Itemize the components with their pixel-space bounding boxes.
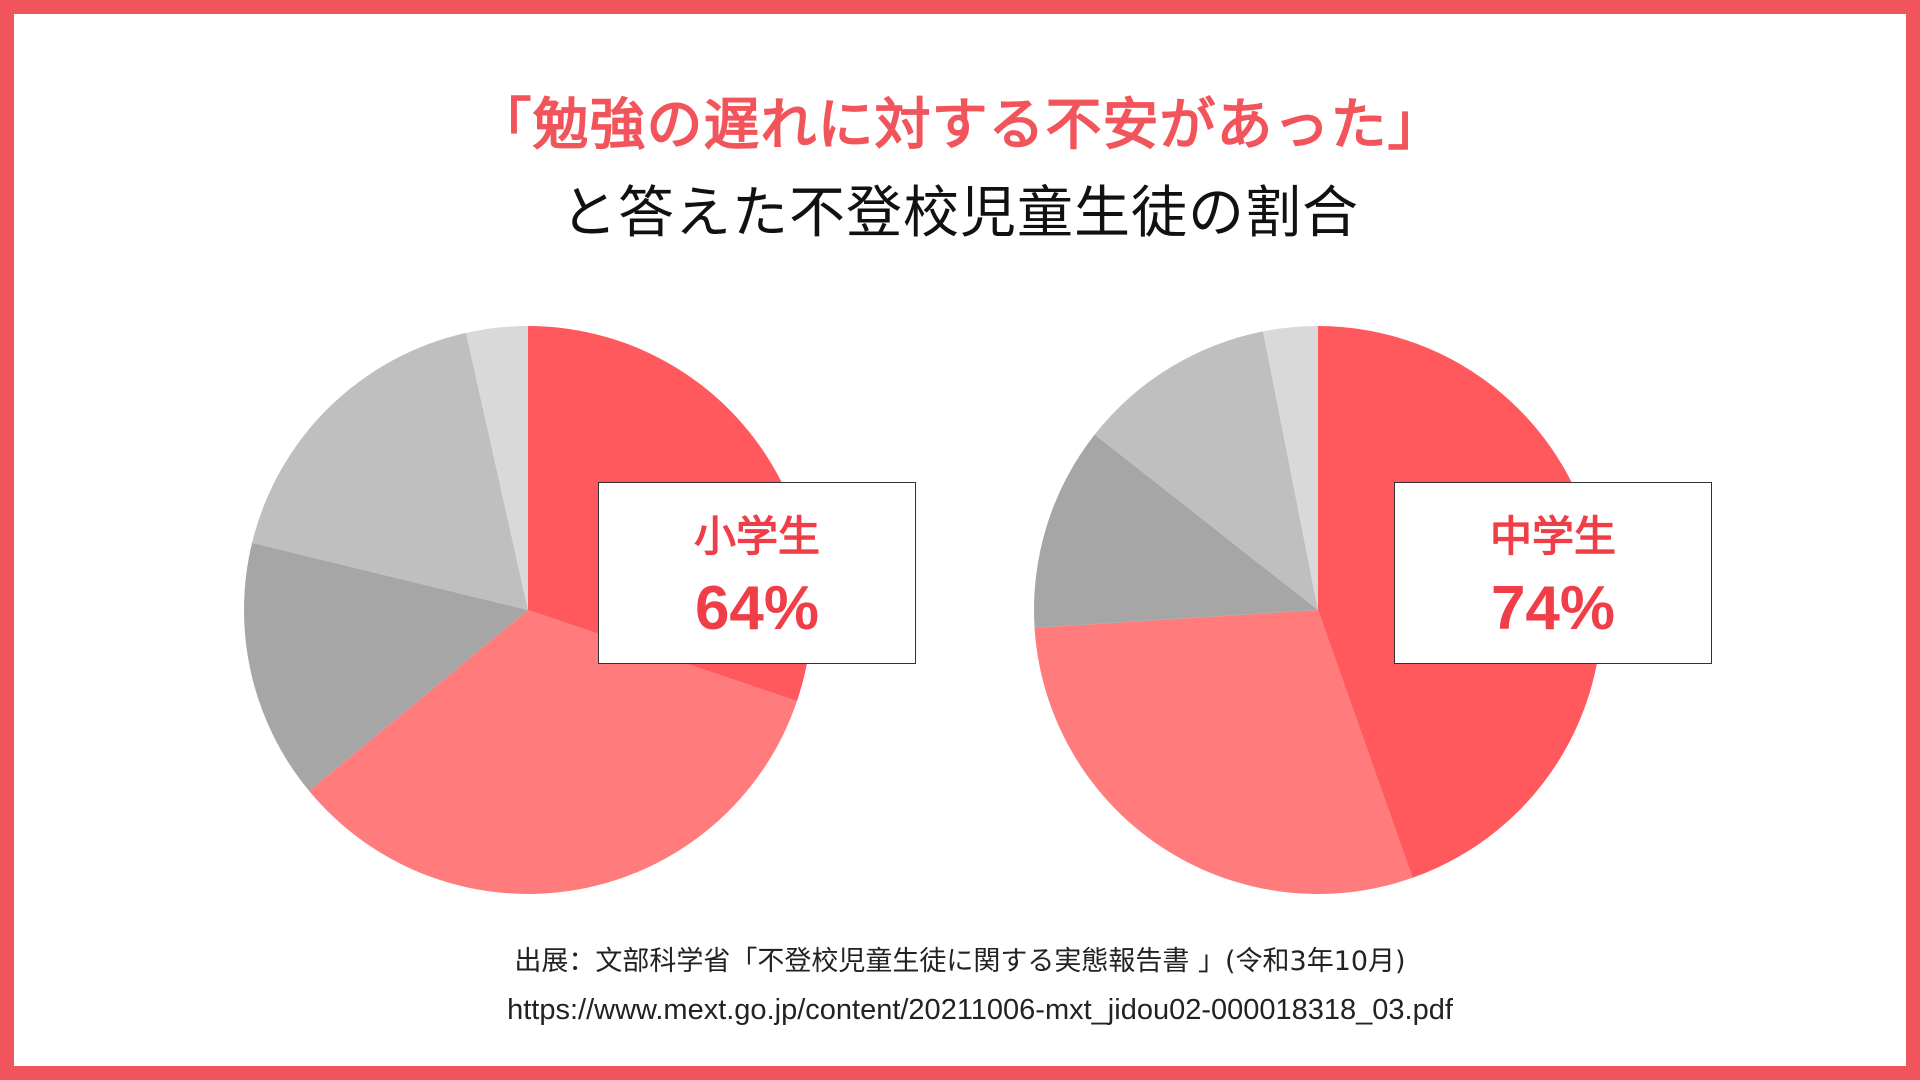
pie-slice-1-1 [1034, 610, 1413, 895]
source-url: https://www.mext.go.jp/content/20211006-… [507, 994, 1453, 1026]
pie-slice-0-3 [252, 332, 529, 610]
pie-slice-1-3 [1094, 331, 1318, 610]
label-elementary-percent: 64% [694, 574, 820, 643]
label-junior-high-name: 中学生 [1489, 512, 1616, 561]
label-box-junior-high: 中学生 74% [1394, 482, 1712, 664]
chart-title-highlight: 「勉強の遅れに対する不安があった」 [475, 93, 1445, 158]
label-junior-high-percent: 74% [1490, 574, 1616, 643]
pie-slice-1-2 [1034, 434, 1318, 628]
label-box-elementary: 小学生 64% [598, 482, 916, 664]
label-elementary-name: 小学生 [693, 512, 820, 561]
source-citation: 出展：文部科学省「不登校児童生徒に関する実態報告書 」(令和3年10月) [514, 946, 1406, 977]
pie-slice-0-4 [466, 326, 528, 610]
pie-slice-0-2 [243, 542, 528, 792]
pie-slice-1-4 [1263, 326, 1318, 610]
chart-title-subtitle: と答えた不登校児童生徒の割合 [561, 181, 1359, 246]
pie-slice-0-1 [309, 610, 797, 894]
